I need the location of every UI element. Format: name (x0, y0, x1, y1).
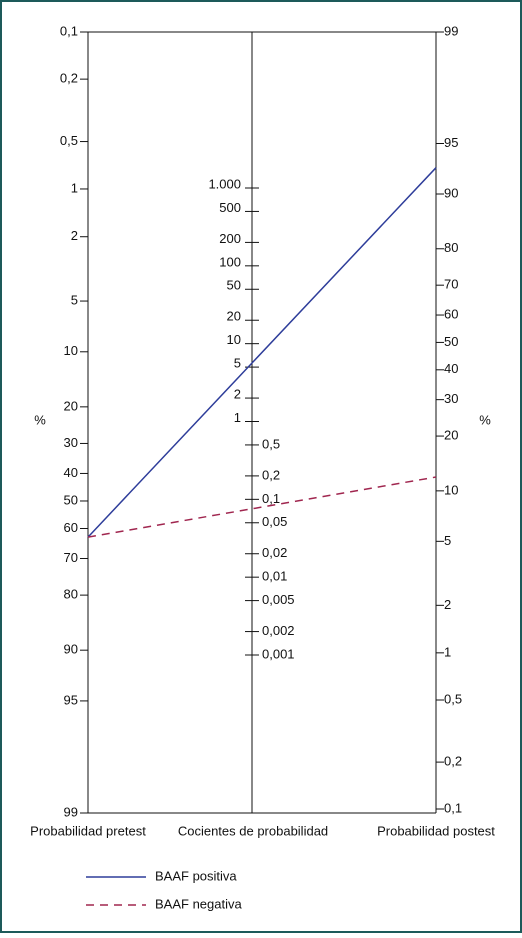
tick-label: 99 (444, 23, 458, 38)
axis-title: Cocientes de probabilidad (178, 823, 328, 838)
tick-label: 95 (444, 135, 458, 150)
tick-label: 10 (227, 332, 241, 347)
axis-unit: % (34, 412, 46, 427)
tick-label: 40 (444, 361, 458, 376)
tick-label: 5 (71, 292, 78, 307)
tick-label: 0,01 (262, 569, 287, 584)
series-line (87, 476, 437, 538)
tick-label: 40 (64, 465, 78, 480)
tick-label: 2 (234, 387, 241, 402)
tick-label: 0,2 (60, 71, 78, 86)
tick-label: 95 (64, 692, 78, 707)
tick-label: 1 (71, 180, 78, 195)
tick-label: 10 (444, 482, 458, 497)
legend-label: BAAF negativa (155, 896, 242, 911)
tick-label: 0,2 (262, 467, 280, 482)
tick-label: 20 (227, 309, 241, 324)
tick-label: 99 (64, 804, 78, 819)
tick-label: 70 (444, 277, 458, 292)
tick-label: 90 (64, 642, 78, 657)
axis-title: Probabilidad pretest (30, 823, 146, 838)
tick-label: 30 (64, 435, 78, 450)
tick-label: 10 (64, 343, 78, 358)
tick-label: 100 (219, 254, 241, 269)
tick-label: 0,005 (262, 592, 295, 607)
tick-label: 80 (64, 587, 78, 602)
tick-label: 2 (444, 597, 451, 612)
tick-label: 0,2 (444, 754, 462, 769)
tick-label: 500 (219, 200, 241, 215)
tick-label: 0,1 (60, 23, 78, 38)
tick-label: 0,05 (262, 514, 287, 529)
tick-label: 0,5 (262, 436, 280, 451)
tick-label: 1 (234, 410, 241, 425)
tick-label: 50 (227, 278, 241, 293)
tick-label: 0,5 (444, 691, 462, 706)
tick-label: 50 (444, 334, 458, 349)
tick-label: 20 (64, 398, 78, 413)
tick-label: 200 (219, 231, 241, 246)
axis-title: Probabilidad postest (377, 823, 495, 838)
tick-label: 2 (71, 228, 78, 243)
tick-label: 50 (64, 492, 78, 507)
series-line (87, 167, 437, 538)
tick-label: 60 (64, 520, 78, 535)
tick-label: 1 (444, 644, 451, 659)
tick-label: 0,002 (262, 623, 295, 638)
tick-label: 60 (444, 306, 458, 321)
tick-label: 90 (444, 185, 458, 200)
tick-label: 70 (64, 550, 78, 565)
axis-unit: % (479, 412, 491, 427)
legend-label: BAAF positiva (155, 868, 237, 883)
tick-label: 1.000 (208, 176, 241, 191)
tick-label: 0,001 (262, 646, 295, 661)
tick-label: 0,5 (60, 133, 78, 148)
tick-label: 0,1 (262, 491, 280, 506)
tick-label: 80 (444, 240, 458, 255)
tick-label: 0,02 (262, 545, 287, 560)
tick-label: 20 (444, 428, 458, 443)
tick-label: 30 (444, 391, 458, 406)
tick-label: 5 (234, 356, 241, 371)
tick-label: 0,1 (444, 800, 462, 815)
tick-label: 5 (444, 533, 451, 548)
